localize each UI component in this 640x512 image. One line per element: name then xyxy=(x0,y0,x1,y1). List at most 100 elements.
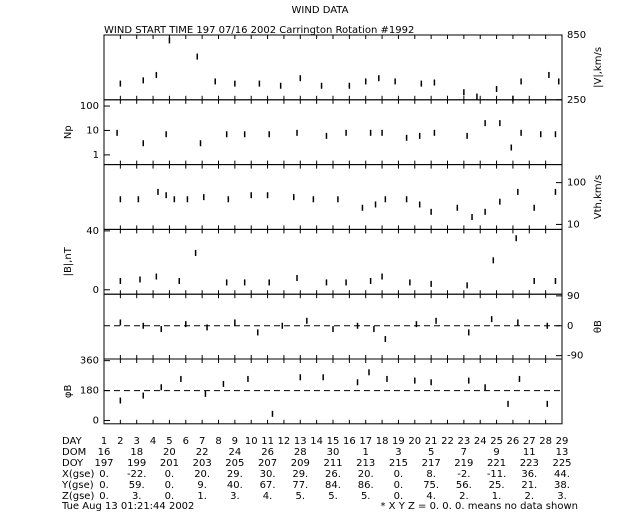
cell: 13 xyxy=(556,447,569,458)
cell: 9 xyxy=(493,447,499,458)
cell: 20. xyxy=(194,469,210,480)
cell: 207 xyxy=(258,458,277,469)
y-tick-label: 40 xyxy=(86,226,99,237)
cell: -2. xyxy=(457,469,470,480)
y-tick-label: 10 xyxy=(86,125,99,136)
row-label: DOM xyxy=(62,447,86,458)
y-tick-label: 0 xyxy=(93,285,99,296)
cell: 20 xyxy=(408,436,421,447)
cell: 5. xyxy=(296,491,306,502)
cell: -11. xyxy=(487,469,507,480)
y-tick-label: 100 xyxy=(80,101,99,112)
cell: 4 xyxy=(150,436,156,447)
y-tick-label: -90 xyxy=(567,351,583,362)
cell: 2. xyxy=(459,491,469,502)
footer-date: Tue Aug 13 01:21:44 2002 xyxy=(61,501,194,512)
cell: 0. xyxy=(165,480,175,491)
cell: 209 xyxy=(291,458,310,469)
cell: 56. xyxy=(456,480,472,491)
cell: 20. xyxy=(358,469,374,480)
cell: 5. xyxy=(328,491,338,502)
cell: 3. xyxy=(132,491,142,502)
cell: 30. xyxy=(260,469,276,480)
cell: 0. xyxy=(394,469,404,480)
cell: 215 xyxy=(389,458,408,469)
cell: 1 xyxy=(101,436,107,447)
cell: 21. xyxy=(521,480,537,491)
cell: 38. xyxy=(554,480,570,491)
row-label: Y(gse) xyxy=(61,480,94,491)
y-tick-label: 0 xyxy=(567,321,573,332)
cell: 0. xyxy=(394,491,404,502)
cell: 9 xyxy=(232,436,238,447)
cell: 36. xyxy=(521,469,537,480)
cell: 0. xyxy=(394,480,404,491)
cell: 221 xyxy=(487,458,506,469)
y-axis-label: Vth,km/s xyxy=(593,175,604,219)
cell: 22 xyxy=(441,436,454,447)
cell: 17 xyxy=(359,436,372,447)
row-label: DAY xyxy=(62,436,83,447)
cell: 22 xyxy=(196,447,209,458)
y-tick-label: 10 xyxy=(567,219,580,230)
cell: 13 xyxy=(294,436,307,447)
cell: 7 xyxy=(461,447,467,458)
cell: 29. xyxy=(292,469,308,480)
panel-frame xyxy=(103,164,563,230)
cell: 5. xyxy=(361,491,371,502)
row-label: X(gse) xyxy=(62,469,94,480)
cell: 5 xyxy=(166,436,172,447)
y-tick-label: 360 xyxy=(80,356,99,367)
cell: 3. xyxy=(557,491,567,502)
row-label: Z(gse) xyxy=(62,491,94,502)
cell: 86. xyxy=(358,480,374,491)
cell: 217 xyxy=(422,458,441,469)
cell: 219 xyxy=(454,458,473,469)
cell: 203 xyxy=(193,458,212,469)
panel-frame xyxy=(103,34,563,101)
panel-frame xyxy=(103,99,563,166)
cell: 23 xyxy=(457,436,470,447)
cell: 67. xyxy=(260,480,276,491)
cell: 0. xyxy=(165,491,175,502)
cell: 213 xyxy=(356,458,375,469)
cell: 205 xyxy=(225,458,244,469)
cell: 44. xyxy=(554,469,570,480)
cell: 15 xyxy=(327,436,340,447)
cell: 1. xyxy=(197,491,207,502)
cell: 18 xyxy=(130,447,143,458)
cell: 21 xyxy=(425,436,438,447)
cell: 16 xyxy=(98,447,111,458)
cell: 201 xyxy=(160,458,179,469)
cell: 6 xyxy=(183,436,189,447)
panel-frame xyxy=(103,358,563,425)
y-tick-label: 850 xyxy=(567,30,586,41)
cell: 75. xyxy=(423,480,439,491)
cell: 28 xyxy=(539,436,552,447)
cell: 11 xyxy=(523,447,536,458)
cell: 10 xyxy=(245,436,258,447)
row-label: DOY xyxy=(62,458,84,469)
y-tick-label: 180 xyxy=(80,386,99,397)
cell: 8. xyxy=(426,469,436,480)
cell: 59. xyxy=(129,480,145,491)
cell: 27 xyxy=(523,436,536,447)
y-axis-label: θB xyxy=(593,320,604,333)
cell: 84. xyxy=(325,480,341,491)
cell: 16 xyxy=(343,436,356,447)
cell: 77. xyxy=(292,480,308,491)
cell: 29 xyxy=(556,436,569,447)
chart-subtitle: WIND START TIME 197 07/16 2002 Carringto… xyxy=(104,25,414,36)
chart-title: WIND DATA xyxy=(292,5,349,16)
cell: 19 xyxy=(392,436,405,447)
cell: 1. xyxy=(492,491,502,502)
cell: 14 xyxy=(310,436,323,447)
cell: 40. xyxy=(227,480,243,491)
cell: 29. xyxy=(227,469,243,480)
cell: 8 xyxy=(215,436,221,447)
y-axis-label: φB xyxy=(63,385,74,399)
cell: 12 xyxy=(278,436,291,447)
cell: 0. xyxy=(99,491,109,502)
cell: 1 xyxy=(363,447,369,458)
